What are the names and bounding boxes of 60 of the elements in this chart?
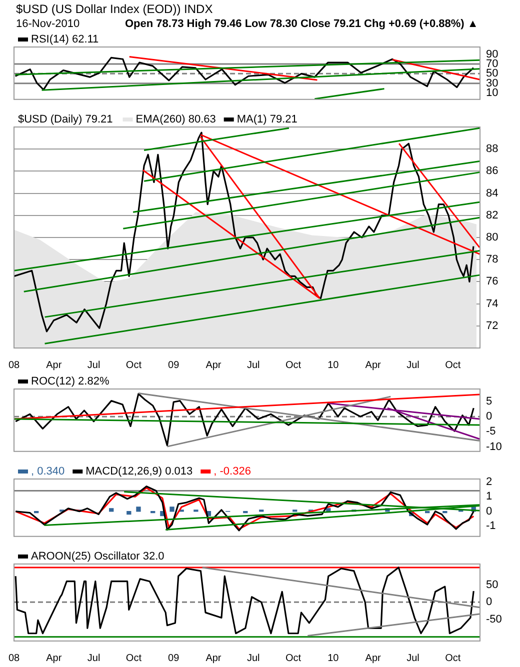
y-tick-label: 50 xyxy=(486,578,498,591)
x-tick-label: 10 xyxy=(328,360,340,371)
x-tick-label: Jul xyxy=(246,360,260,371)
y-tick-label: 0 xyxy=(486,596,492,608)
y-tick-label: 76 xyxy=(486,276,498,288)
chart-subtitle: 16-Nov-2010 xyxy=(16,18,80,30)
y-tick-label: 84 xyxy=(486,187,498,200)
y-tick-label: 50 xyxy=(486,68,498,80)
y-tick-label: -5 xyxy=(486,426,496,438)
legend-label: , 0.340 xyxy=(31,466,65,478)
x-tick-label: Oct xyxy=(445,360,461,371)
x-tick-label: Oct xyxy=(286,360,302,371)
legend-title: $USD (Daily) 79.21 xyxy=(18,114,113,126)
y-tick-label: 74 xyxy=(486,298,498,310)
y-tick-label: 88 xyxy=(486,143,498,156)
x-tick-label: Oct xyxy=(126,652,142,664)
y-tick-label: 78 xyxy=(486,254,498,266)
y-tick-label: 72 xyxy=(486,320,498,332)
y-tick-label: 80 xyxy=(486,232,498,244)
x-tick-label: 08 xyxy=(8,360,20,371)
x-tick-label: Apr xyxy=(206,652,222,664)
legend-label: RSI(14) 62.11 xyxy=(31,34,99,46)
legend-label: AROON(25) Oscillator 32.0 xyxy=(31,550,164,563)
y-tick-label: 1 xyxy=(486,490,492,503)
x-tick-label: Apr xyxy=(46,360,62,371)
y-tick-label: 2 xyxy=(486,476,492,488)
legend-label: ROC(12) 2.82% xyxy=(31,376,110,388)
x-tick-label: Jul xyxy=(87,652,100,664)
y-tick-label: 10 xyxy=(486,87,498,100)
legend-label: , -0.326 xyxy=(214,466,251,478)
y-tick-label: 0 xyxy=(486,505,492,518)
legend-label: EMA(260) 80.63 xyxy=(136,114,216,126)
x-tick-label: 09 xyxy=(168,652,180,664)
y-tick-label: 82 xyxy=(486,209,498,222)
x-tick-label: Apr xyxy=(206,360,222,371)
x-tick-label: 10 xyxy=(328,652,340,664)
y-tick-label: 30 xyxy=(486,77,498,90)
x-tick-label: Jul xyxy=(406,652,420,664)
y-tick-label: -10 xyxy=(486,440,502,453)
x-tick-label: 09 xyxy=(168,360,180,371)
legend-label: MA(1) 79.21 xyxy=(236,114,298,126)
x-tick-label: Apr xyxy=(365,360,382,371)
y-tick-label: -50 xyxy=(486,614,502,626)
y-tick-label: 86 xyxy=(486,165,498,178)
y-tick-label: 5 xyxy=(486,395,492,408)
legend-label: MACD(12,26,9) 0.013 xyxy=(86,466,193,478)
text: Open 78.73 High 79.46 Low 78.30 Close 79.21 Chg +0.69 (+0.88%) ▲ xyxy=(125,18,478,30)
y-tick-label: 0 xyxy=(486,410,492,423)
x-tick-label: Jul xyxy=(406,360,420,371)
x-tick-label: Oct xyxy=(286,652,302,664)
x-tick-label: Oct xyxy=(445,652,461,664)
x-tick-label: Oct xyxy=(126,360,142,371)
y-tick-label: -1 xyxy=(486,520,496,532)
x-tick-label: 08 xyxy=(8,652,20,664)
x-tick-label: Jul xyxy=(87,360,100,371)
x-tick-label: Apr xyxy=(46,652,62,664)
y-tick-label: 90 xyxy=(486,48,498,60)
x-tick-label: Apr xyxy=(365,652,382,664)
chart-title: $USD (US Dollar Index (EOD)) INDX xyxy=(16,2,213,16)
x-tick-label: Jul xyxy=(246,652,260,664)
